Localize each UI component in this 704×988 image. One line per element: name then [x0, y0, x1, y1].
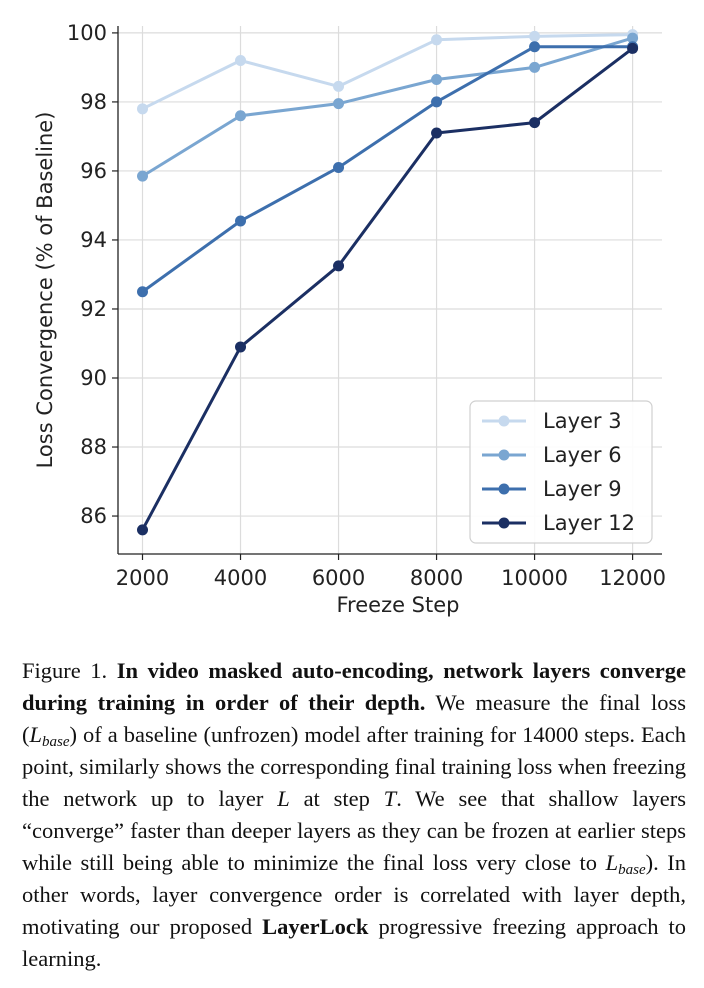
caption-lbase-var: L	[29, 722, 43, 747]
x-tick-label: 12000	[599, 566, 666, 590]
x-tick-label: 2000	[116, 566, 169, 590]
y-axis-title: Loss Convergence (% of Baseline)	[33, 112, 57, 469]
x-tick-label: 6000	[312, 566, 365, 590]
caption-text-4: . We see that shallow layers “converge” …	[22, 786, 687, 875]
chart-figure: 86 88 90 92 94 96 98 100 2000 4000 6000 8000 10000 12…	[33, 21, 666, 617]
data-point	[431, 34, 443, 46]
caption-var-l: L	[277, 786, 290, 811]
legend-label: Layer 12	[543, 511, 635, 535]
data-point	[627, 42, 639, 54]
y-tick-label: 90	[80, 366, 107, 390]
y-tick-label: 94	[80, 228, 107, 252]
data-point	[235, 215, 247, 227]
data-point	[431, 73, 443, 85]
data-point	[137, 286, 149, 298]
x-tick-label: 8000	[410, 566, 463, 590]
data-point	[529, 61, 541, 73]
caption-prefix: Figure 1.	[22, 658, 108, 683]
data-point	[235, 341, 247, 353]
caption-bold-layerlock: LayerLock	[262, 914, 369, 939]
y-tick-label: 100	[67, 21, 107, 45]
legend-marker	[498, 449, 510, 461]
data-point	[431, 127, 443, 139]
y-tick-label: 98	[80, 90, 107, 114]
data-point	[137, 524, 149, 536]
data-point	[333, 260, 345, 272]
legend: Layer 3 Layer 6 Layer 9 Layer 12	[469, 400, 653, 544]
caption-text-1: We measure the final loss (	[22, 690, 686, 747]
caption-lbase-sub: base	[42, 734, 70, 750]
legend-box	[469, 400, 653, 544]
caption-text-6: progressive freezing approach to learnin…	[22, 914, 687, 971]
data-point	[627, 32, 639, 44]
series-layer-12	[137, 42, 639, 536]
caption-lbase-var-2: L	[605, 850, 619, 875]
series-line	[141, 47, 634, 531]
caption-text-2: ) of a baseline (unfrozen) model after t…	[22, 722, 686, 811]
legend-marker	[498, 415, 510, 427]
line-chart: 86 88 90 92 94 96 98 100 2000 4000 6000 8000 10000 12…	[33, 21, 666, 617]
legend-marker	[498, 517, 510, 529]
y-tick-label: 86	[80, 504, 107, 528]
data-point	[431, 96, 443, 108]
x-tick-label: 10000	[501, 566, 568, 590]
data-point	[333, 98, 345, 110]
x-tick-label: 4000	[214, 566, 267, 590]
data-point	[137, 170, 149, 182]
data-point	[235, 110, 247, 122]
data-point	[137, 103, 149, 115]
series-layer-9	[137, 41, 639, 298]
legend-label: Layer 9	[543, 477, 622, 501]
series-line	[141, 33, 633, 111]
legend-marker	[498, 483, 510, 495]
series-layer-6	[137, 32, 639, 182]
y-tick-label: 96	[80, 159, 107, 183]
x-axis-title: Freeze Step	[337, 593, 460, 617]
data-point	[529, 30, 541, 42]
data-point	[529, 41, 541, 53]
caption-var-t: T	[383, 786, 397, 811]
legend-label: Layer 6	[543, 443, 622, 467]
figure-caption: Figure 1. In video masked auto-encoding,…	[22, 655, 686, 975]
caption-text-3: at step	[303, 786, 370, 811]
data-point	[529, 117, 541, 129]
caption-text-5: ). In other words, layer convergence ord…	[22, 850, 687, 939]
legend-label: Layer 3	[543, 409, 622, 433]
y-tick-label: 88	[80, 435, 107, 459]
data-point	[333, 80, 345, 92]
caption-bold-heading: In video masked auto-encoding, network l…	[22, 658, 687, 715]
series-line	[141, 36, 634, 178]
data-point	[235, 55, 247, 67]
caption-lbase-sub-2: base	[618, 862, 646, 878]
series-line	[141, 45, 633, 293]
data-point	[333, 161, 345, 173]
y-tick-label: 92	[80, 297, 107, 321]
